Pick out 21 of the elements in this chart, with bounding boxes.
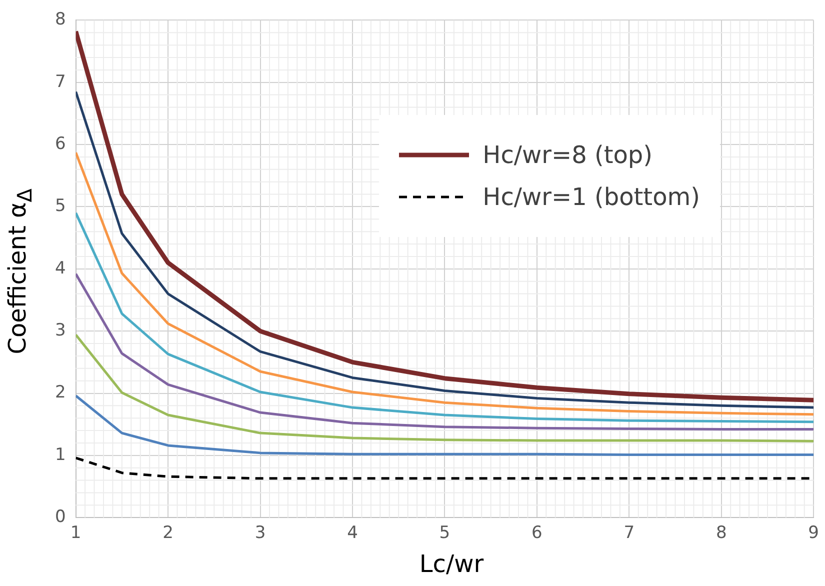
y-tick-label: 5 [54, 196, 66, 216]
legend-label: Hc/wr=1 (bottom) [482, 183, 700, 211]
x-axis-title: Lc/wr [418, 550, 485, 578]
y-tick-label: 1 [54, 444, 66, 465]
x-tick-label: 9 [808, 523, 820, 544]
x-tick-label: 8 [716, 523, 727, 544]
x-tick-label: 6 [532, 523, 542, 544]
y-tick-label: 0 [54, 507, 66, 528]
y-tick-label: 3 [54, 320, 66, 340]
y-tick-label: 8 [54, 10, 66, 30]
y-tick-label: 6 [54, 134, 66, 154]
x-tick-label: 1 [70, 523, 82, 544]
x-tick-label: 2 [162, 523, 174, 544]
x-tick-label: 3 [254, 523, 266, 544]
y-tick-label: 7 [54, 72, 66, 92]
y-tick-label: 2 [54, 382, 66, 403]
y-tick-label: 4 [54, 258, 66, 278]
x-tick-label: 4 [347, 523, 358, 544]
x-tick-label: 5 [439, 523, 450, 544]
legend-label: Hc/wr=8 (top) [482, 141, 653, 169]
x-tick-label: 7 [624, 523, 635, 544]
